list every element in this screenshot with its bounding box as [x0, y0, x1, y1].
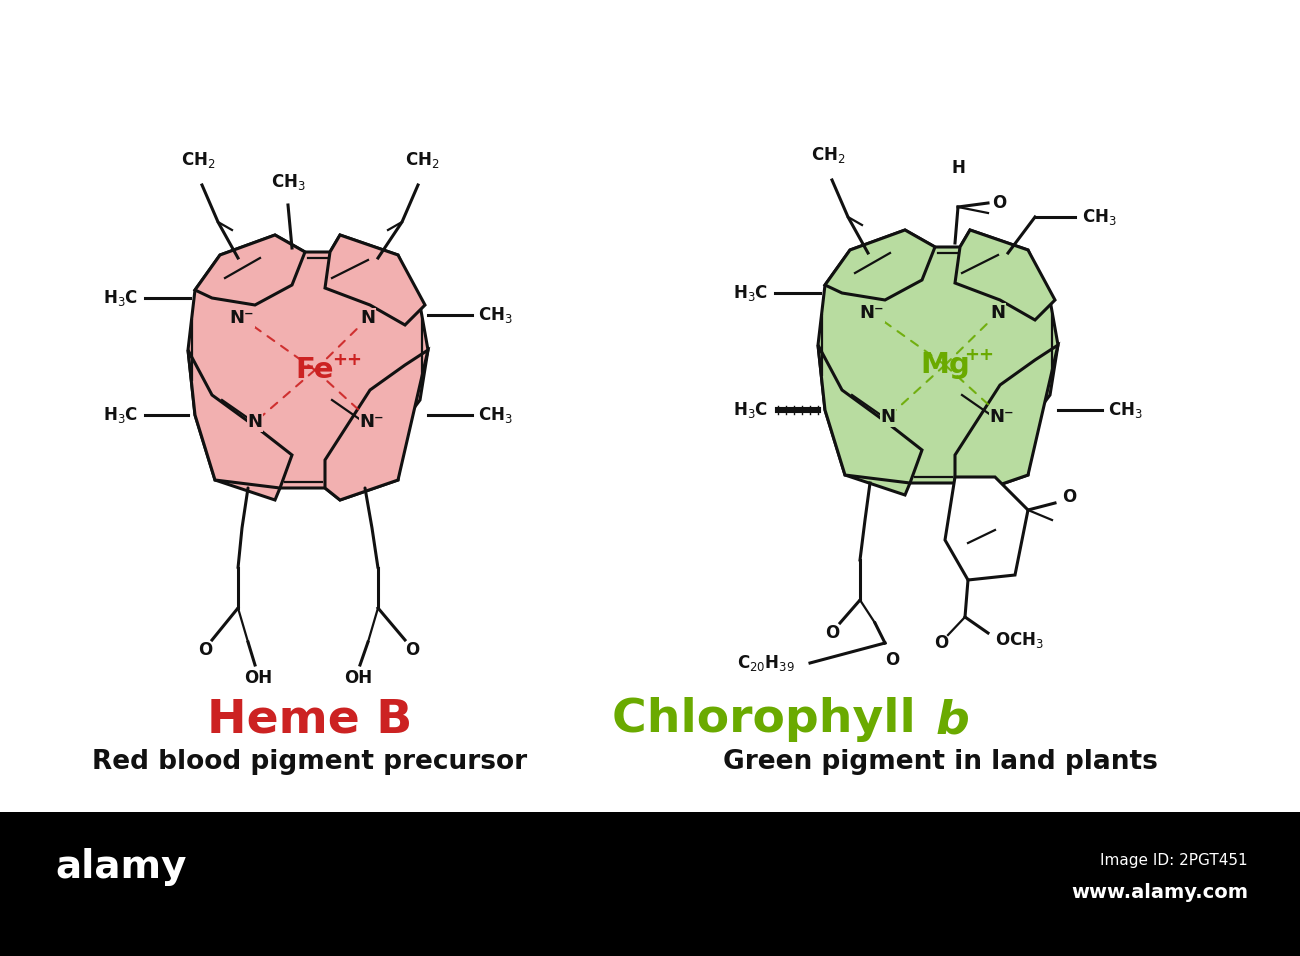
- Text: N⁻: N⁻: [230, 309, 255, 327]
- Text: b: b: [936, 699, 970, 744]
- Text: O: O: [885, 651, 900, 669]
- Text: alamy: alamy: [55, 848, 186, 886]
- Text: H$_3$C: H$_3$C: [733, 400, 768, 420]
- Text: CH$_3$: CH$_3$: [478, 405, 512, 425]
- Polygon shape: [956, 230, 1056, 320]
- Polygon shape: [188, 350, 292, 488]
- Text: H$_3$C: H$_3$C: [733, 283, 768, 303]
- Text: C$_{20}$H$_{39}$: C$_{20}$H$_{39}$: [737, 653, 796, 673]
- Text: ++: ++: [332, 351, 361, 369]
- Text: CH$_2$: CH$_2$: [404, 150, 439, 170]
- Text: O: O: [933, 634, 948, 652]
- Text: N: N: [247, 413, 263, 431]
- Text: O: O: [198, 641, 212, 659]
- Text: H$_3$C: H$_3$C: [103, 405, 138, 425]
- Text: Chlorophyll: Chlorophyll: [612, 698, 932, 743]
- Bar: [0, 812, 1300, 956]
- Text: Image ID: 2PGT451: Image ID: 2PGT451: [1100, 853, 1248, 867]
- Text: Heme B: Heme B: [207, 698, 412, 743]
- Text: N: N: [880, 408, 896, 426]
- Polygon shape: [956, 345, 1058, 495]
- Text: OCH$_3$: OCH$_3$: [994, 630, 1044, 650]
- Text: N: N: [991, 304, 1005, 322]
- Text: CH$_3$: CH$_3$: [478, 305, 512, 325]
- Text: O: O: [992, 194, 1006, 212]
- Text: CH$_3$: CH$_3$: [1108, 400, 1143, 420]
- Text: ++: ++: [965, 346, 994, 364]
- Text: O: O: [826, 624, 838, 642]
- Polygon shape: [826, 230, 935, 300]
- Text: Fe: Fe: [296, 356, 334, 384]
- Text: O: O: [1062, 488, 1076, 506]
- Polygon shape: [195, 235, 306, 305]
- Polygon shape: [945, 477, 1028, 580]
- Text: OH: OH: [244, 669, 272, 687]
- Polygon shape: [188, 235, 428, 500]
- Text: N⁻: N⁻: [989, 408, 1014, 426]
- Text: Mg: Mg: [920, 351, 970, 379]
- Polygon shape: [818, 345, 922, 483]
- Text: OH: OH: [344, 669, 372, 687]
- Text: CH$_2$: CH$_2$: [181, 150, 216, 170]
- Text: www.alamy.com: www.alamy.com: [1071, 882, 1248, 902]
- Text: CH$_2$: CH$_2$: [811, 145, 845, 165]
- Text: CH$_3$: CH$_3$: [270, 172, 306, 192]
- Text: H: H: [952, 159, 965, 177]
- Polygon shape: [325, 235, 425, 325]
- Text: CH$_3$: CH$_3$: [1082, 207, 1117, 227]
- Text: O: O: [404, 641, 419, 659]
- Text: Red blood pigment precursor: Red blood pigment precursor: [92, 749, 528, 775]
- Polygon shape: [325, 350, 428, 500]
- Text: N: N: [360, 309, 376, 327]
- Text: H$_3$C: H$_3$C: [103, 288, 138, 308]
- Text: N⁻: N⁻: [859, 304, 884, 322]
- Text: N⁻: N⁻: [360, 413, 385, 431]
- Text: Green pigment in land plants: Green pigment in land plants: [723, 749, 1157, 775]
- Polygon shape: [818, 230, 1058, 495]
